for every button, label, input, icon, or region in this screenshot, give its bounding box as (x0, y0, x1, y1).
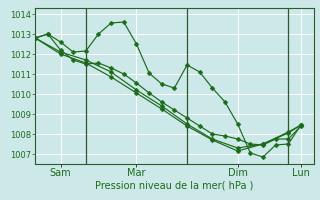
X-axis label: Pression niveau de la mer( hPa ): Pression niveau de la mer( hPa ) (95, 181, 253, 191)
